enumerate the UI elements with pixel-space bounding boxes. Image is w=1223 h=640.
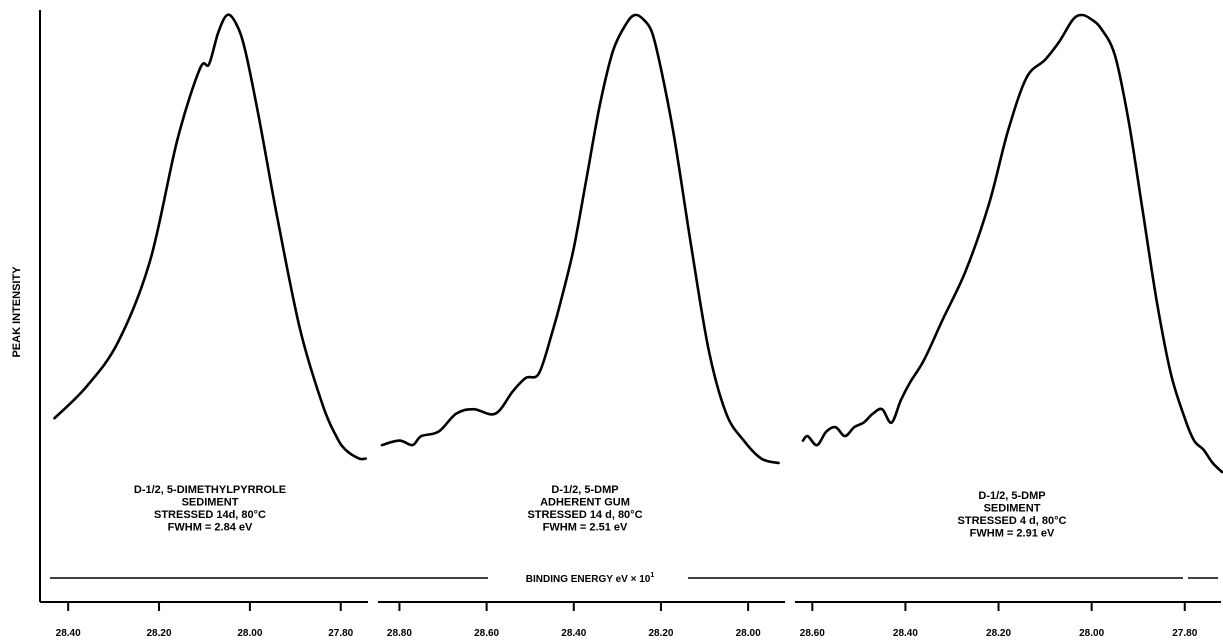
x-axis-label: BINDING ENERGY eV × 101 bbox=[526, 572, 655, 585]
spectrum-curve-panel-2 bbox=[380, 13, 780, 465]
panel-annotation-line: D-1/2, 5-DIMETHYLPYRROLE bbox=[134, 484, 286, 496]
panel-annotation-line: FWHM = 2.84 eV bbox=[168, 522, 253, 534]
spectrum-curve-panel-1 bbox=[53, 13, 367, 461]
x-tick-label: 28.40 bbox=[56, 628, 81, 639]
panel-3: 28.60 28.40 28.20 28.00 27.80 D-1/2, 5-DMPSED… bbox=[795, 13, 1223, 639]
x-tick-label: 28.80 bbox=[387, 628, 412, 639]
panel-annotation-line: STRESSED 14d, 80°C bbox=[154, 509, 266, 521]
panel-1: 28.40 28.20 28.00 27.80 D-1/2, 5-DIMETHYLPYR… bbox=[40, 13, 368, 639]
x-tick-label: 28.20 bbox=[648, 628, 673, 639]
x-tick-label: 28.00 bbox=[736, 628, 761, 639]
y-axis-label: PEAK INTENSITY bbox=[11, 266, 23, 358]
x-tick-label: 28.20 bbox=[147, 628, 172, 639]
panel-annotation-line: SEDIMENT bbox=[182, 497, 239, 509]
x-tick-label: 27.80 bbox=[1172, 628, 1197, 639]
panel-annotation-line: STRESSED 14 d, 80°C bbox=[527, 509, 642, 521]
x-tick-label: 28.40 bbox=[561, 628, 586, 639]
panel-annotation-line: SEDIMENT bbox=[984, 503, 1041, 515]
panel-annotation-line: FWHM = 2.51 eV bbox=[543, 522, 628, 534]
panel-2: 28.80 28.60 28.40 28.20 28.00 D-1/2, 5-DMPADH… bbox=[378, 13, 785, 639]
x-tick-label: 28.60 bbox=[800, 628, 825, 639]
panel-annotation-line: D-1/2, 5-DMP bbox=[551, 484, 618, 496]
panel-annotation-line: D-1/2, 5-DMP bbox=[978, 490, 1045, 502]
panels-group: 28.40 28.20 28.00 27.80 D-1/2, 5-DIMETHYLPYR… bbox=[40, 13, 1223, 639]
x-tick-label: 28.40 bbox=[893, 628, 918, 639]
spectrum-curve-panel-3 bbox=[801, 13, 1223, 474]
x-tick-label: 28.00 bbox=[1079, 628, 1104, 639]
panel-annotation-line: FWHM = 2.91 eV bbox=[970, 528, 1055, 540]
x-axis-label-superscript: 1 bbox=[650, 572, 654, 579]
panel-annotation-line: ADHERENT GUM bbox=[540, 497, 630, 509]
panel-annotation-line: STRESSED 4 d, 80°C bbox=[958, 515, 1067, 527]
x-tick-label: 28.60 bbox=[474, 628, 499, 639]
x-axis-label-main: BINDING ENERGY eV × 10 bbox=[526, 574, 651, 585]
x-tick-label: 28.00 bbox=[237, 628, 262, 639]
x-tick-label: 27.80 bbox=[328, 628, 353, 639]
x-tick-label: 28.20 bbox=[986, 628, 1011, 639]
